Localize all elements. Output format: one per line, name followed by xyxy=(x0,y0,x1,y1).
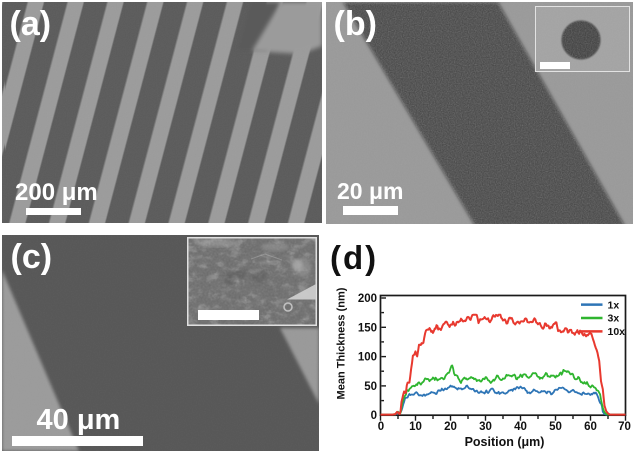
svg-text:40: 40 xyxy=(514,421,527,433)
svg-text:Mean Thickness (nm): Mean Thickness (nm) xyxy=(336,287,348,399)
svg-text:Position (μm): Position (μm) xyxy=(465,435,545,449)
svg-text:200: 200 xyxy=(358,293,377,305)
svg-text:100: 100 xyxy=(358,352,377,364)
svg-text:1x: 1x xyxy=(608,299,620,311)
svg-text:50: 50 xyxy=(549,421,562,433)
svg-text:70: 70 xyxy=(618,421,631,433)
svg-text:150: 150 xyxy=(358,322,377,334)
svg-text:0: 0 xyxy=(378,421,384,433)
svg-text:50: 50 xyxy=(364,381,377,393)
svg-text:60: 60 xyxy=(584,421,597,433)
svg-text:10x: 10x xyxy=(608,326,626,338)
svg-text:0: 0 xyxy=(371,410,377,422)
svg-text:30: 30 xyxy=(479,421,492,433)
svg-text:20: 20 xyxy=(444,421,457,433)
svg-text:3x: 3x xyxy=(608,313,620,325)
svg-text:10: 10 xyxy=(409,421,422,433)
